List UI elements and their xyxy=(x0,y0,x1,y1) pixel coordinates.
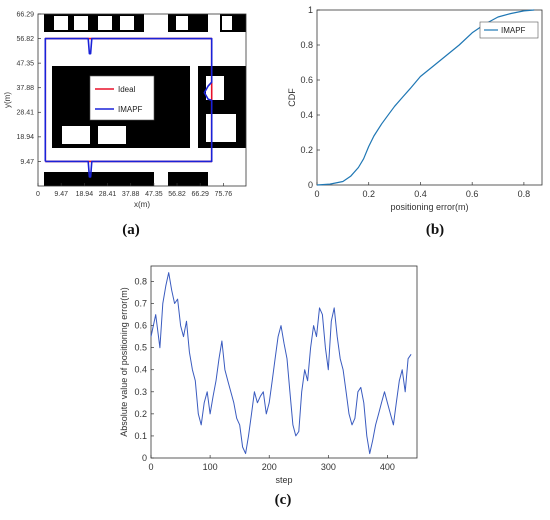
x-tick-label: 37.88 xyxy=(122,191,140,198)
plot-frame xyxy=(316,9,543,186)
x-tick-label: 200 xyxy=(262,462,277,472)
y-tick-label: 0.4 xyxy=(300,110,313,120)
legend-label: IMAPF xyxy=(501,26,526,35)
legend-label: Ideal xyxy=(118,85,136,94)
map-room xyxy=(62,126,90,144)
x-tick-label: 100 xyxy=(203,462,218,472)
cdf-chart: 0 0.2 0.4 0.6 0.8 0 0.2 0.4 0.6 0.8 1 positioning e… xyxy=(287,5,543,212)
y-tick-label: 56.82 xyxy=(16,36,34,43)
x-tick-label: 0.2 xyxy=(362,189,375,199)
map-room xyxy=(74,16,88,30)
map-room xyxy=(206,114,236,142)
x-tick-label: 56.82 xyxy=(168,191,186,198)
chart-panel-c: 0 100 200 300 400 0 0.1 0.2 0.3 0.4 0.5 0.6 0.7 0.8 st… xyxy=(115,258,425,488)
chart-panel-a: 0 9.47 18.94 28.41 37.88 47.35 56.82 66.29 75.76… xyxy=(0,0,255,215)
x-tick-label: 0 xyxy=(314,189,319,199)
y-tick-label: 0.2 xyxy=(300,145,313,155)
y-axis-label: Absolute value of positioning error(m) xyxy=(119,287,129,437)
imapf-trajectory-line xyxy=(44,37,213,178)
caption-c: (c) xyxy=(274,492,292,508)
map-room xyxy=(222,16,232,30)
legend-label: IMAPF xyxy=(118,105,143,114)
x-tick-label: 0.8 xyxy=(518,189,531,199)
y-tick-label: 0.2 xyxy=(134,409,147,419)
y-tick-label: 0.3 xyxy=(134,387,147,397)
map-wall-block xyxy=(168,172,208,186)
y-tick-label: 0.8 xyxy=(300,40,313,50)
error-step-chart: 0 100 200 300 400 0 0.1 0.2 0.3 0.4 0.5 0.6 0.7 0.8 st… xyxy=(119,265,418,485)
map-room xyxy=(98,16,112,30)
y-tick-label: 37.88 xyxy=(16,85,34,92)
y-tick-label: 66.29 xyxy=(16,11,34,18)
y-tick-label: 0 xyxy=(142,453,147,463)
caption-b: (b) xyxy=(425,222,445,238)
map-room xyxy=(206,76,224,100)
y-tick-label: 9.47 xyxy=(20,159,34,166)
y-tick-label: 28.41 xyxy=(16,110,34,117)
y-tick-label: 0 xyxy=(308,180,313,190)
x-tick-label: 9.47 xyxy=(54,191,68,198)
y-tick-label: 0.4 xyxy=(134,365,147,375)
plot-frame xyxy=(150,265,418,459)
x-tick-label: 0 xyxy=(148,462,153,472)
x-tick-label: 0.6 xyxy=(466,189,479,199)
legend-box xyxy=(89,75,155,121)
y-axis-label: CDF xyxy=(287,88,297,107)
map-room xyxy=(98,126,126,144)
x-axis-label: positioning error(m) xyxy=(390,202,468,212)
x-tick-label: 75.76 xyxy=(215,191,233,198)
y-axis-label: y(m) xyxy=(3,92,12,108)
y-tick-label: 47.35 xyxy=(16,60,34,67)
y-tick-label: 18.94 xyxy=(16,134,34,141)
caption-a: (a) xyxy=(122,222,140,238)
error-line xyxy=(150,272,412,455)
map-room xyxy=(120,16,134,30)
x-tick-label: 28.41 xyxy=(99,191,117,198)
y-tick-label: 0.8 xyxy=(134,276,147,286)
y-tick-label: 0.6 xyxy=(134,321,147,331)
x-tick-label: 400 xyxy=(380,462,395,472)
plot-frame xyxy=(37,13,247,187)
x-tick-label: 18.94 xyxy=(76,191,94,198)
map-room xyxy=(54,16,68,30)
x-axis-label: x(m) xyxy=(134,200,150,209)
x-tick-label: 0 xyxy=(36,191,40,198)
map-room xyxy=(176,16,188,30)
map-wall-block xyxy=(44,14,144,32)
map-wall-block xyxy=(44,172,154,186)
x-tick-label: 47.35 xyxy=(145,191,163,198)
y-tick-label: 0.1 xyxy=(134,431,147,441)
cdf-line xyxy=(316,9,535,186)
y-tick-label: 0.7 xyxy=(134,299,147,309)
legend-box xyxy=(479,21,539,39)
trajectory-map-chart: 0 9.47 18.94 28.41 37.88 47.35 56.82 66.29 75.76… xyxy=(3,11,247,209)
x-tick-label: 300 xyxy=(321,462,336,472)
y-tick-label: 0.6 xyxy=(300,75,313,85)
y-tick-label: 0.5 xyxy=(134,343,147,353)
x-tick-label: 66.29 xyxy=(191,191,209,198)
y-tick-label: 1 xyxy=(308,5,313,15)
x-tick-label: 0.4 xyxy=(414,189,427,199)
x-axis-label: step xyxy=(275,475,292,485)
chart-panel-b: 0 0.2 0.4 0.6 0.8 0 0.2 0.4 0.6 0.8 1 positioning e… xyxy=(285,0,550,225)
